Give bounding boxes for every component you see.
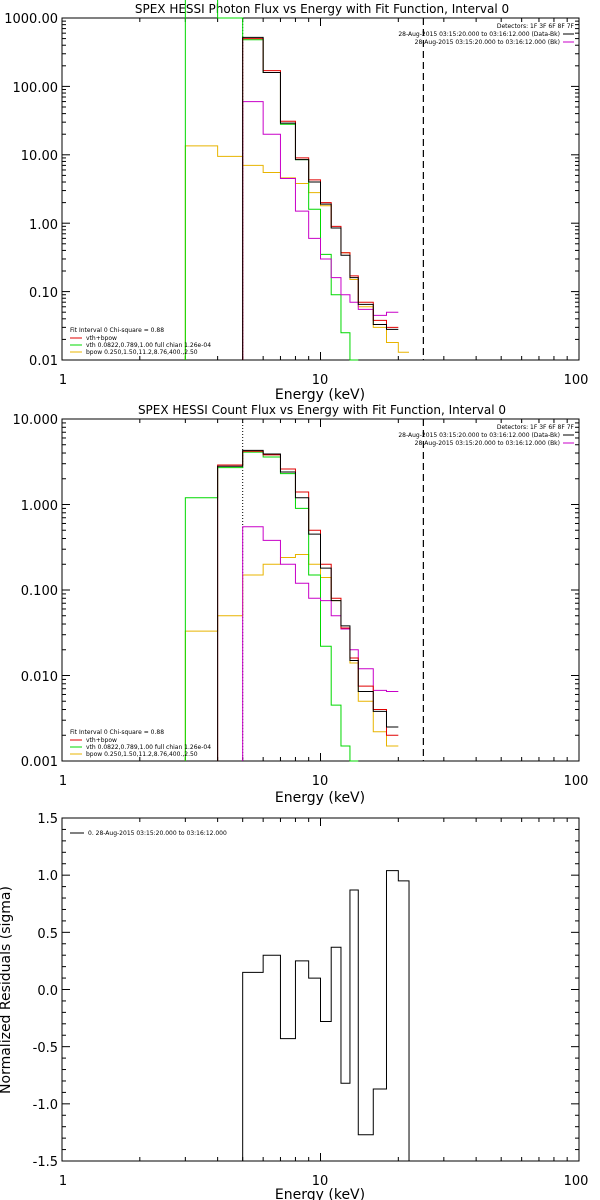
y-tick-label: 0.001	[21, 755, 58, 770]
count-flux-title: SPEX HESSI Count Flux vs Energy with Fit…	[138, 403, 506, 417]
residuals-x-tick-labels: 1 10 100	[59, 1174, 589, 1189]
count-flux-x-axis-label: Energy (keV)	[275, 790, 365, 806]
count-flux-y-tick-labels: 10.000 1.000 0.100 0.010 0.001	[13, 413, 59, 770]
background-interval-label: 28-Aug-2015 03:15:20.000 to 03:16:12.000…	[415, 440, 560, 447]
fit-interval-label: Fit Interval 0 Chi-square = 0.88	[70, 327, 164, 334]
x-tick-label: 100	[564, 774, 589, 789]
x-tick-label: 1	[59, 373, 67, 388]
x-tick-label: 10	[312, 1174, 329, 1189]
residuals-x-axis-label: Energy (keV)	[275, 1187, 365, 1200]
legend-entry-bpow: bpow 0.250,1.50,11.2,8.76,400.,2.50	[86, 751, 198, 758]
x-tick-label: 100	[564, 1174, 589, 1189]
detectors-label: Detectors: 1F 3F 6F 8F 7F	[497, 424, 575, 431]
y-tick-label: 10.000	[13, 413, 59, 428]
residuals-panel: 1.5 1.0 0.5 0.0 -0.5 -1.0 -1.5 1 10 100 …	[0, 812, 588, 1200]
photon-flux-series	[184, 0, 424, 361]
y-tick-label: -0.5	[33, 1041, 58, 1056]
photon-flux-x-tick-labels: 1 10 100	[59, 373, 589, 388]
series-line-vth	[184, 451, 359, 762]
series-line-vth	[184, 0, 359, 361]
y-tick-label: 1.00	[29, 218, 58, 233]
legend-entry-vth: vth 0.0822,0.789,1.00 full chian 1.26e-0…	[86, 744, 211, 751]
count-flux-x-tick-labels: 1 10 100	[59, 774, 589, 789]
residuals-y-axis-label: Normalized Residuals (sigma)	[0, 886, 14, 1094]
series-line-data-bk	[217, 449, 399, 761]
photon-flux-title: SPEX HESSI Photon Flux vs Energy with Fi…	[135, 2, 509, 16]
y-tick-label: -1.5	[33, 1155, 58, 1170]
count-flux-panel: SPEX HESSI Count Flux vs Energy with Fit…	[13, 403, 589, 806]
y-tick-label: 0.010	[21, 670, 58, 685]
legend-entry-total: vth+bpow	[86, 737, 117, 744]
photon-flux-panel: SPEX HESSI Photon Flux vs Energy with Fi…	[4, 0, 588, 403]
photon-flux-fit-legend: Fit Interval 0 Chi-square = 0.88 vth+bpo…	[70, 327, 211, 356]
detectors-label: Detectors: 1F 3F 6F 8F 7F	[497, 23, 575, 30]
y-tick-label: 1.0	[37, 869, 58, 884]
series-line-data-bk	[242, 36, 399, 360]
residuals-legend-entry: 0. 28-Aug-2015 03:15:20.000 to 03:16:12.…	[88, 830, 227, 837]
y-tick-label: 0.01	[29, 354, 58, 369]
y-tick-label: 0.0	[37, 984, 58, 999]
photon-flux-axis-ticks	[61, 17, 580, 361]
count-flux-series	[184, 419, 424, 762]
legend-entry-total: vth+bpow	[86, 335, 117, 342]
x-tick-label: 100	[564, 373, 589, 388]
y-tick-label: 1000.00	[4, 12, 58, 27]
count-flux-fit-legend: Fit Interval 0 Chi-square = 0.88 vth+bpo…	[70, 729, 211, 758]
legend-entry-vth: vth 0.0822,0.789,1.00 full chian 1.26e-0…	[86, 342, 211, 349]
photon-flux-x-axis-label: Energy (keV)	[275, 387, 365, 403]
photon-flux-info-box: Detectors: 1F 3F 6F 8F 7F 28-Aug-2015 03…	[398, 23, 574, 46]
x-tick-label: 10	[312, 373, 329, 388]
y-tick-label: 100.00	[13, 81, 59, 96]
photon-flux-y-tick-labels: 1000.00 100.00 10.00 1.00 0.10 0.01	[4, 12, 58, 369]
y-tick-label: -1.0	[33, 1098, 58, 1113]
y-tick-label: 0.100	[21, 584, 58, 599]
legend-entry-bpow: bpow 0.250,1.50,11.2,8.76,400.,2.50	[86, 349, 198, 356]
y-tick-label: 1.5	[37, 812, 58, 827]
y-tick-label: 0.10	[29, 286, 58, 301]
x-tick-label: 10	[312, 774, 329, 789]
y-tick-label: 1.000	[21, 499, 58, 514]
x-tick-label: 1	[59, 774, 67, 789]
residuals-axis-ticks	[61, 817, 580, 1162]
fit-interval-label: Fit Interval 0 Chi-square = 0.88	[70, 729, 164, 736]
residuals-legend: 0. 28-Aug-2015 03:15:20.000 to 03:16:12.…	[70, 830, 227, 837]
y-tick-label: 10.00	[21, 149, 58, 164]
background-interval-label: 28-Aug-2015 03:15:20.000 to 03:16:12.000…	[415, 39, 560, 46]
residuals-series-line	[242, 870, 410, 1161]
y-tick-label: 0.5	[37, 927, 58, 942]
data-interval-label: 28-Aug-2015 03:15:20.000 to 03:16:12.000…	[398, 31, 560, 38]
series-line-vth-bpow	[242, 38, 399, 360]
residuals-y-tick-labels: 1.5 1.0 0.5 0.0 -0.5 -1.0 -1.5	[33, 812, 58, 1170]
count-flux-axis-ticks	[61, 418, 580, 762]
count-flux-info-box: Detectors: 1F 3F 6F 8F 7F 28-Aug-2015 03…	[398, 424, 574, 447]
data-interval-label: 28-Aug-2015 03:15:20.000 to 03:16:12.000…	[398, 432, 560, 439]
residuals-series	[242, 870, 410, 1161]
x-tick-label: 1	[59, 1174, 67, 1189]
series-line-bpow	[184, 145, 410, 360]
